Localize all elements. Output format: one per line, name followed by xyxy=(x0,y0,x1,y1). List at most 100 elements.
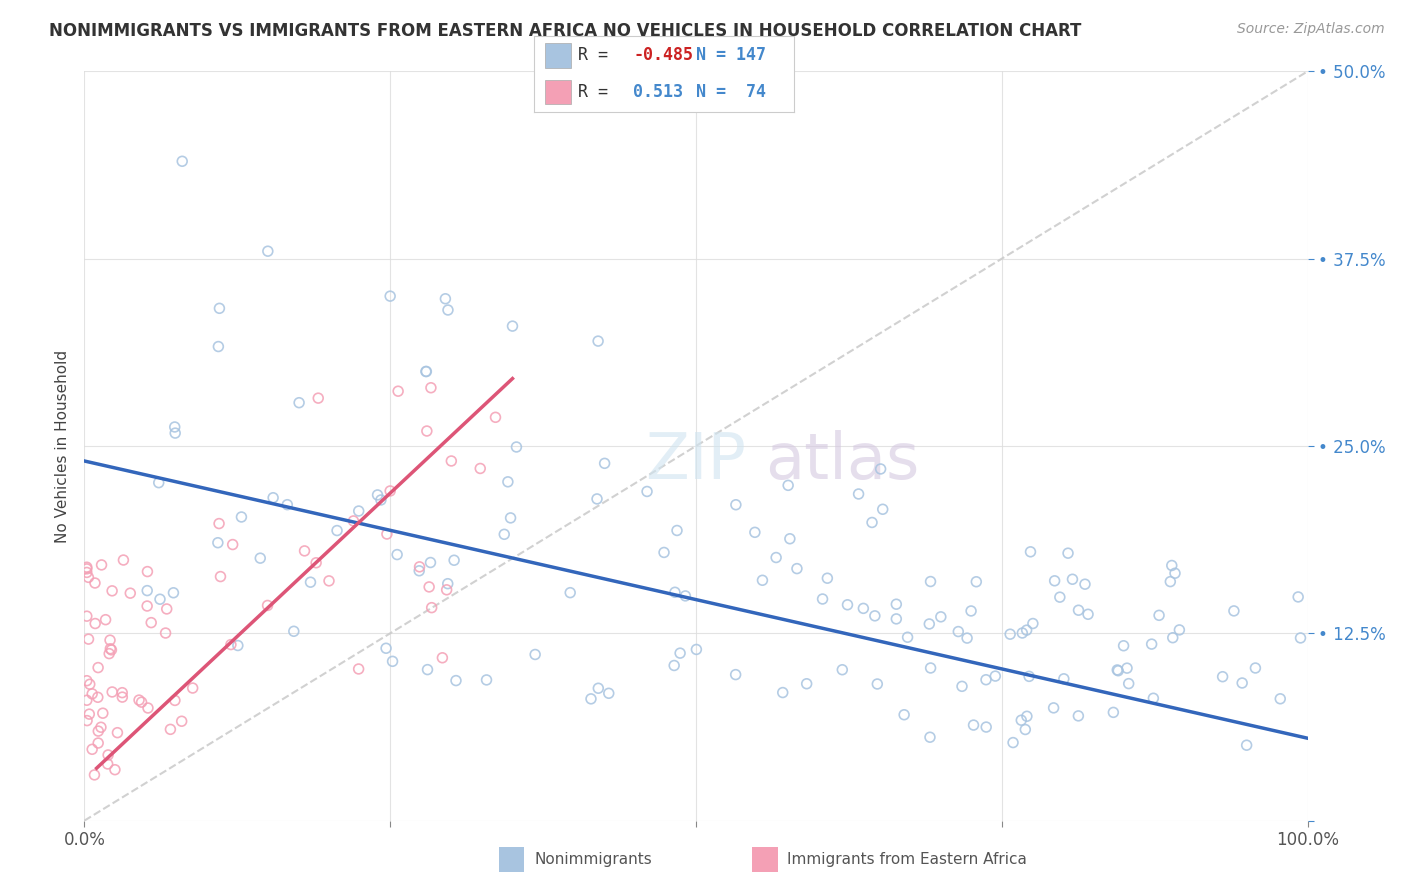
Point xyxy=(918,730,941,744)
Point xyxy=(815,571,838,585)
Point xyxy=(772,685,794,699)
Point xyxy=(1286,590,1309,604)
Point xyxy=(76,673,98,688)
Point xyxy=(120,586,142,600)
Point xyxy=(1212,670,1234,684)
Point xyxy=(87,736,110,750)
Point xyxy=(1147,608,1170,623)
Point xyxy=(837,598,859,612)
Point xyxy=(181,681,204,695)
Point xyxy=(884,612,907,626)
Point xyxy=(432,650,454,665)
Point xyxy=(101,583,124,598)
Point xyxy=(1142,691,1164,706)
Point xyxy=(76,562,98,576)
Point xyxy=(1015,709,1038,723)
FancyBboxPatch shape xyxy=(544,44,571,68)
Point xyxy=(636,484,658,499)
Point xyxy=(318,574,340,588)
Point xyxy=(416,424,439,438)
Point xyxy=(440,454,463,468)
Point xyxy=(588,681,610,696)
Text: N =  74: N = 74 xyxy=(696,83,765,101)
Point xyxy=(141,615,163,630)
Point xyxy=(249,551,271,566)
Y-axis label: No Vehicles in Household: No Vehicles in Household xyxy=(55,350,70,542)
Point xyxy=(155,626,177,640)
Point xyxy=(984,669,1007,683)
Point xyxy=(1223,604,1246,618)
Point xyxy=(283,624,305,639)
Point xyxy=(863,608,886,623)
Point xyxy=(299,575,322,590)
Point xyxy=(111,686,134,700)
Point xyxy=(434,292,457,306)
Text: Source: ZipAtlas.com: Source: ZipAtlas.com xyxy=(1237,22,1385,37)
Point xyxy=(685,642,707,657)
Point xyxy=(811,592,834,607)
Point xyxy=(1011,626,1033,640)
Point xyxy=(1067,603,1090,617)
Point xyxy=(1002,735,1025,749)
Point xyxy=(778,478,800,492)
Point xyxy=(929,610,952,624)
Point xyxy=(1067,709,1090,723)
Point xyxy=(367,488,389,502)
Point xyxy=(918,617,941,632)
Point xyxy=(470,461,492,475)
Point xyxy=(97,756,120,771)
Point xyxy=(1112,639,1135,653)
Point xyxy=(82,742,104,756)
Text: R =: R = xyxy=(578,83,628,101)
Point xyxy=(342,514,364,528)
Point xyxy=(98,647,121,661)
Point xyxy=(163,420,186,434)
Point xyxy=(276,498,298,512)
Point xyxy=(84,576,107,591)
Point xyxy=(87,660,110,674)
Point xyxy=(1102,706,1125,720)
Point xyxy=(1236,738,1258,752)
Point xyxy=(76,609,98,624)
Point xyxy=(98,633,121,648)
Point xyxy=(796,677,818,691)
Point xyxy=(207,535,229,549)
Point xyxy=(524,648,547,662)
Point xyxy=(666,524,689,538)
Point xyxy=(415,364,437,378)
Point xyxy=(207,340,229,354)
Point xyxy=(848,487,870,501)
Point xyxy=(956,631,979,645)
Text: ZIP: ZIP xyxy=(645,430,747,492)
Point xyxy=(420,600,443,615)
Point xyxy=(1042,701,1064,715)
Point xyxy=(1010,713,1032,727)
Point xyxy=(920,661,942,675)
Point xyxy=(221,537,243,551)
Point xyxy=(385,548,408,562)
Point xyxy=(1118,676,1140,690)
Point xyxy=(1062,572,1084,586)
Point xyxy=(1053,672,1076,686)
Point xyxy=(419,556,441,570)
Point xyxy=(664,585,686,599)
Point xyxy=(288,395,311,409)
Point xyxy=(1015,623,1038,637)
Point xyxy=(586,334,609,348)
Point xyxy=(1116,661,1139,675)
Point xyxy=(593,456,616,470)
Point xyxy=(76,714,98,728)
Point xyxy=(172,154,194,169)
Point xyxy=(1161,631,1184,645)
Point xyxy=(494,527,516,541)
Point xyxy=(100,643,122,657)
Point xyxy=(419,381,441,395)
Point xyxy=(76,566,98,580)
Point xyxy=(128,693,150,707)
Point xyxy=(475,673,498,687)
Point xyxy=(90,720,112,734)
Point xyxy=(418,580,440,594)
Point xyxy=(347,662,370,676)
Point xyxy=(948,624,970,639)
Point xyxy=(1160,558,1182,573)
